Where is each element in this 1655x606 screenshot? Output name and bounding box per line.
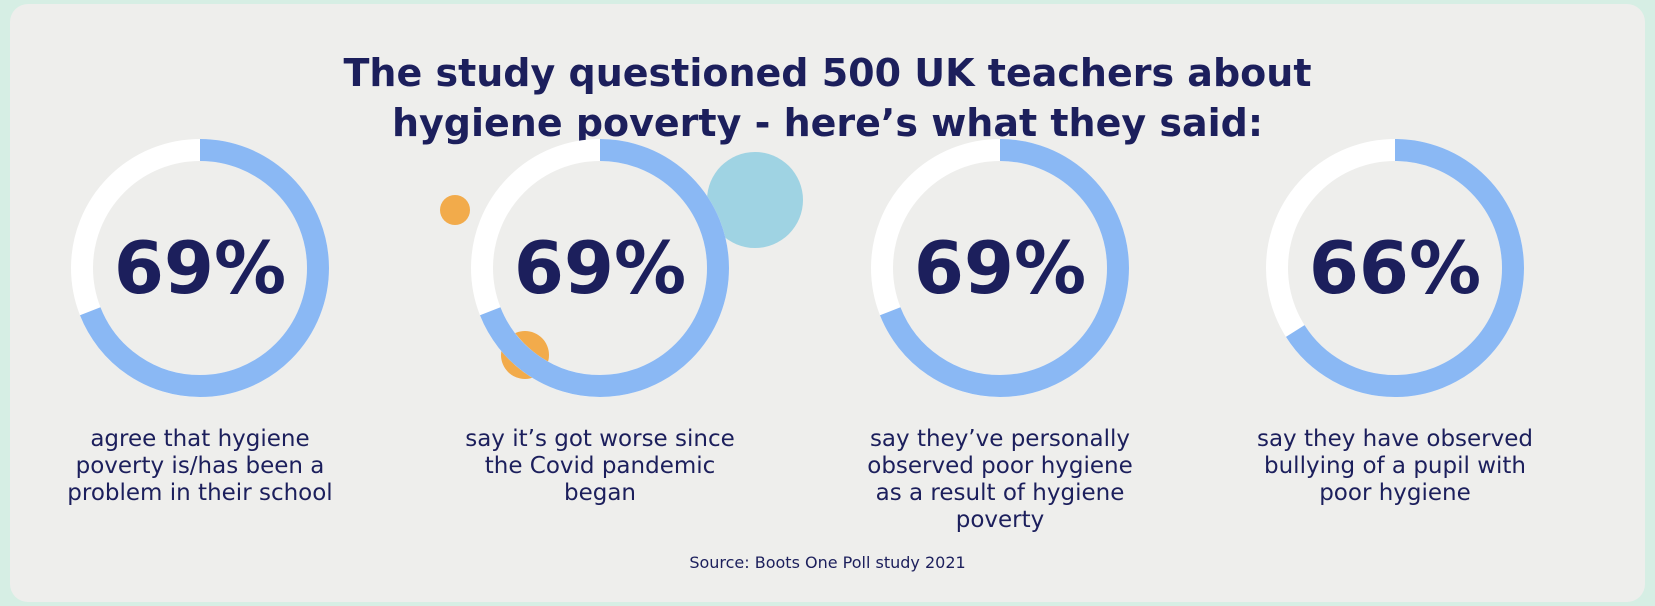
caption: say it’s got worse since the Covid pande… <box>455 426 745 507</box>
page: The study questioned 500 UK teachers abo… <box>0 0 1655 606</box>
chart: 69% 69% 69% 66% <box>0 0 1655 606</box>
value-label: 69% <box>114 226 286 310</box>
value-label: 66% <box>1309 226 1481 310</box>
value-label: 69% <box>914 226 1086 310</box>
caption: say they’ve personally observed poor hyg… <box>855 426 1145 534</box>
caption: say they have observed bullying of a pup… <box>1250 426 1540 507</box>
value-label: 69% <box>514 226 686 310</box>
caption: agree that hygiene poverty is/has been a… <box>55 426 345 507</box>
source: Source: Boots One Poll study 2021 <box>0 553 1655 572</box>
